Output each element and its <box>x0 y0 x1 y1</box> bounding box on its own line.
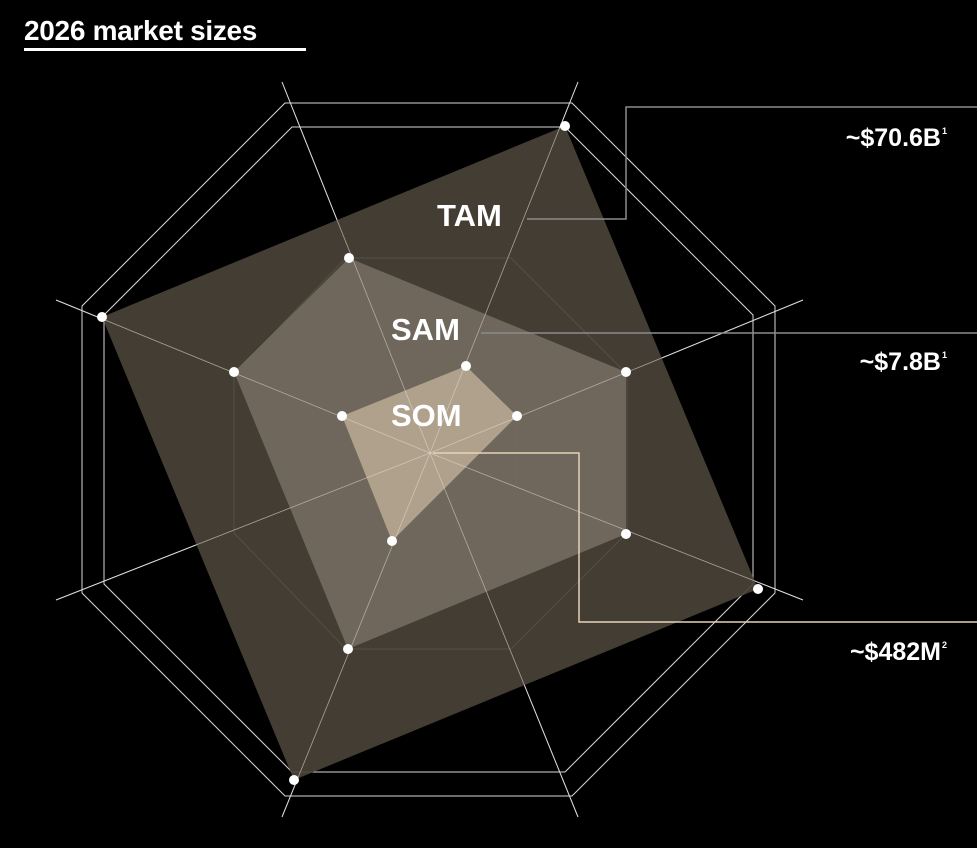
vertex-dots <box>97 121 763 785</box>
tam-label: TAM <box>437 198 502 233</box>
tam-value-text: ~$70.6B <box>845 124 941 152</box>
sam-dot <box>343 644 353 654</box>
som-dot <box>337 411 347 421</box>
grid-spokes-overlay <box>55 81 804 818</box>
som-value-text: ~$482M <box>849 638 941 666</box>
som-label: SOM <box>391 398 462 433</box>
sam-dot <box>344 253 354 263</box>
som-connector <box>433 452 977 623</box>
grid-ring-outer <box>81 102 776 797</box>
som-dot <box>461 361 471 371</box>
connector-lines <box>433 106 977 623</box>
tam-value: ~$70.6B1 <box>846 124 947 153</box>
grid-ring-2 <box>103 126 754 773</box>
tam-connector <box>527 106 977 220</box>
sam-value-text: ~$7.8B <box>859 348 941 376</box>
tam-dot <box>753 584 763 594</box>
tam-dot <box>289 775 299 785</box>
tam-footnote: 1 <box>941 126 947 136</box>
page-title: 2026 market sizes <box>24 16 306 52</box>
som-dot <box>512 411 522 421</box>
sam-footnote: 1 <box>941 350 947 360</box>
sam-dot <box>621 367 631 377</box>
sam-dot <box>621 529 631 539</box>
som-dot <box>387 536 397 546</box>
som-value: ~$482M2 <box>850 638 947 667</box>
sam-dot <box>229 367 239 377</box>
sam-label: SAM <box>391 312 460 347</box>
tam-dot <box>560 121 570 131</box>
tam-dot <box>97 312 107 322</box>
som-footnote: 2 <box>941 640 947 650</box>
sam-value: ~$7.8B1 <box>860 348 947 377</box>
